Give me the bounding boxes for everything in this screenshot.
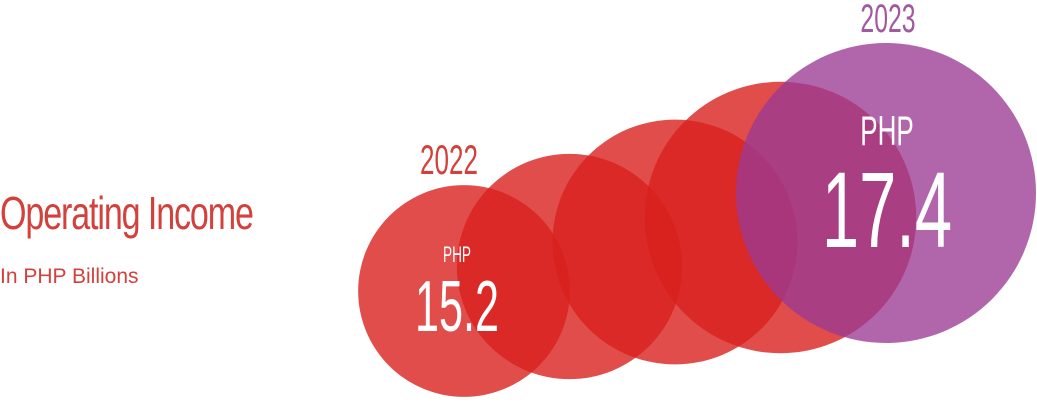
bubble-2023 bbox=[736, 43, 1036, 343]
year-label-2022: 2022 bbox=[420, 137, 478, 184]
chart-subtitle: In PHP Billions bbox=[0, 265, 139, 288]
currency-label-2022: PHP bbox=[443, 242, 471, 267]
currency-label-2023: PHP bbox=[860, 108, 914, 155]
year-label-2023: 2023 bbox=[860, 0, 915, 42]
value-label-2022: 15.2 bbox=[415, 266, 499, 347]
chart-title: Operating Income bbox=[0, 187, 254, 239]
value-label-2023: 17.4 bbox=[822, 151, 952, 271]
